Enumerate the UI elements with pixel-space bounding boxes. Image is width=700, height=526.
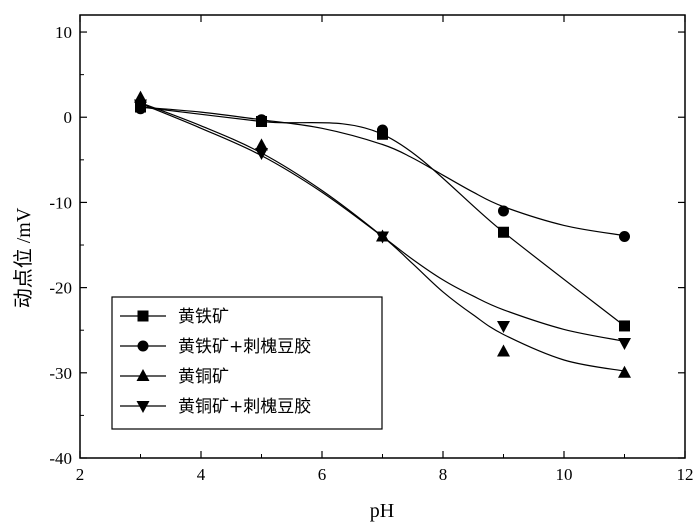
legend-label: 黄铜矿 bbox=[178, 367, 229, 387]
data-point-series-2 bbox=[497, 344, 510, 357]
fit-curve-series-3 bbox=[140, 103, 625, 342]
x-tick-label: 2 bbox=[76, 465, 85, 484]
legend-marker bbox=[137, 340, 149, 352]
fit-curve-series-0 bbox=[140, 106, 625, 327]
legend-label: 黄铁矿 bbox=[178, 307, 229, 327]
x-axis-title: pH bbox=[370, 500, 394, 522]
data-point-series-3 bbox=[376, 231, 389, 244]
data-point-series-0 bbox=[498, 226, 509, 238]
y-tick-label: -40 bbox=[49, 449, 72, 468]
data-point-series-2 bbox=[618, 365, 631, 378]
data-point-series-3 bbox=[618, 337, 631, 350]
data-point-series-3 bbox=[255, 148, 268, 161]
y-tick-label: 10 bbox=[55, 23, 72, 42]
y-tick-label: -20 bbox=[49, 279, 72, 298]
data-markers bbox=[134, 90, 631, 378]
fit-curve-series-1 bbox=[140, 106, 625, 237]
y-tick-label: -30 bbox=[49, 364, 72, 383]
legend-label: 黄铜矿+刺槐豆胶 bbox=[178, 397, 311, 417]
x-tick-label: 12 bbox=[677, 465, 694, 484]
legend-marker bbox=[137, 310, 149, 322]
axis-ticks: 2 4 6 8 10 12 10 0 -10 -20 -30 -40 bbox=[49, 15, 694, 484]
data-point-series-2 bbox=[255, 138, 268, 151]
legend-marker bbox=[136, 369, 150, 381]
data-point-series-1 bbox=[498, 205, 509, 217]
y-axis-title: 动点位 /mV bbox=[12, 207, 35, 308]
x-tick-label: 10 bbox=[556, 465, 573, 484]
legend-box bbox=[111, 296, 383, 430]
x-tick-label: 6 bbox=[318, 465, 327, 484]
y-tick-label: -10 bbox=[49, 193, 72, 212]
y-tick-label: 0 bbox=[64, 108, 73, 127]
data-point-series-3 bbox=[134, 99, 147, 112]
x-tick-label: 4 bbox=[197, 465, 206, 484]
data-point-series-1 bbox=[256, 114, 267, 126]
x-tick-label: 8 bbox=[439, 465, 448, 484]
legend-label: 黄铁矿+刺槐豆胶 bbox=[178, 337, 311, 357]
fit-curve-series-2 bbox=[140, 102, 625, 372]
data-point-series-0 bbox=[619, 320, 630, 332]
legend-marker bbox=[136, 401, 150, 413]
data-point-series-1 bbox=[619, 231, 630, 242]
data-point-series-3 bbox=[497, 320, 510, 333]
data-point-series-1 bbox=[377, 124, 388, 136]
